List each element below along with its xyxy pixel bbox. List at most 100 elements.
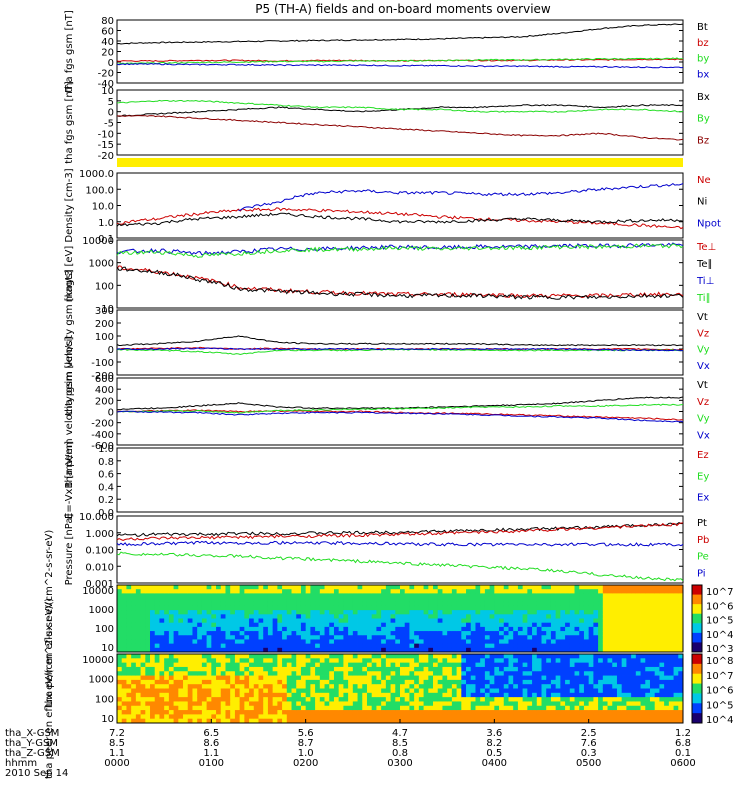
spectrogram-cell	[607, 610, 613, 615]
spectrogram-cell	[579, 675, 585, 681]
legend-entry: Bz	[697, 135, 709, 146]
spectrogram-cell	[664, 714, 670, 720]
spectrogram-cell	[140, 718, 146, 724]
spectrogram-cell	[503, 718, 509, 724]
spectrogram-cell	[234, 622, 241, 628]
spectrogram-cell	[277, 710, 283, 715]
spectrogram-cell	[178, 647, 184, 653]
spectrogram-cell	[451, 710, 457, 715]
spectrogram-cell	[461, 605, 467, 611]
spectrogram-cell	[612, 705, 618, 711]
spectrogram-cell	[305, 675, 311, 681]
spectrogram-cell	[645, 675, 651, 681]
spectrogram-cell	[126, 714, 132, 720]
spectrogram-cell	[348, 714, 354, 720]
spectrogram-cell	[527, 684, 533, 689]
spectrogram-cell	[348, 658, 354, 664]
spectrogram-cell	[173, 622, 179, 628]
spectrogram-cell	[253, 671, 259, 676]
spectrogram-cell	[456, 688, 462, 694]
spectrogram-cell	[668, 697, 674, 702]
spectrogram-cell	[168, 585, 174, 590]
spectrogram-cell	[673, 597, 679, 603]
spectrogram-cell	[291, 684, 297, 689]
spectrogram-cell	[527, 714, 533, 720]
spectrogram-cell	[442, 675, 448, 681]
spectrogram-cell	[565, 601, 571, 607]
spectrogram-cell	[263, 666, 269, 672]
spectrogram-cell	[451, 585, 457, 590]
spectrogram-cell	[640, 593, 646, 598]
spectrogram-cell	[333, 679, 340, 685]
spectrogram-cell	[484, 688, 491, 694]
spectrogram-cell	[461, 697, 467, 702]
spectrogram-cell	[239, 714, 245, 720]
x-row-value: 8.2	[486, 738, 502, 749]
spectrogram-cell	[131, 714, 137, 720]
spectrogram-cell	[286, 635, 292, 640]
spectrogram-cell	[664, 692, 670, 698]
spectrogram-cell	[357, 626, 363, 632]
spectrogram-cell	[263, 589, 269, 594]
spectrogram-cell	[315, 675, 321, 681]
spectrogram-cell	[414, 622, 420, 628]
spectrogram-cell	[593, 662, 599, 668]
spectrogram-cell	[550, 684, 557, 689]
spectrogram-cell	[503, 666, 509, 672]
legend-entry: By	[697, 114, 710, 125]
spectrogram-cell	[362, 671, 368, 676]
spectrogram-cell	[555, 705, 561, 711]
spectrogram-cell	[654, 662, 660, 668]
spectrogram-cell	[612, 692, 618, 698]
spectrogram-cell	[352, 718, 358, 724]
spectrogram-cell	[395, 692, 401, 698]
spectrogram-cell	[480, 688, 486, 694]
spectrogram-cell	[626, 610, 632, 615]
spectrogram-cell	[338, 662, 344, 668]
spectrogram-cell	[381, 647, 387, 653]
spectrogram-cell	[673, 618, 679, 624]
spectrogram-cell	[390, 710, 396, 715]
y-tick-label: 200	[95, 396, 114, 407]
spectrogram-cell	[616, 658, 623, 664]
spectrogram-cell	[489, 593, 495, 598]
spectrogram-cell	[376, 701, 382, 707]
spectrogram-cell	[145, 585, 151, 590]
spectrogram-cell	[263, 684, 269, 689]
spectrogram-cell	[348, 710, 354, 715]
spectrogram-cell	[131, 705, 137, 711]
spectrogram-cell	[583, 666, 590, 672]
spectrogram-cell	[550, 666, 557, 672]
spectrogram-cell	[659, 601, 665, 607]
spectrogram-cell	[550, 658, 557, 664]
spectrogram-cell	[588, 662, 594, 668]
spectrogram-cell	[550, 654, 557, 659]
spectrogram-cell	[569, 666, 575, 672]
spectrogram-cell	[423, 679, 429, 685]
spectrogram-cell	[343, 666, 349, 672]
spectrogram-cell	[348, 614, 354, 619]
spectrogram-cell	[593, 679, 599, 685]
spectrogram-cell	[385, 658, 391, 664]
spectrogram-cell	[555, 692, 561, 698]
spectrogram-cell	[508, 666, 514, 672]
spectrogram-cell	[282, 701, 288, 707]
spectrogram-cell	[216, 635, 222, 640]
spectrogram-cell	[466, 679, 472, 685]
spectrogram-cell	[607, 647, 613, 653]
spectrogram-cell	[126, 679, 132, 685]
spectrogram-cell	[362, 622, 368, 628]
spectrogram-cell	[400, 654, 406, 659]
spectrogram-cell	[145, 622, 151, 628]
spectrogram-cell	[159, 605, 165, 611]
spectrogram-cell	[390, 692, 396, 698]
spectrogram-cell	[621, 605, 627, 611]
spectrogram-cell	[366, 654, 373, 659]
spectrogram-cell	[145, 626, 151, 632]
spectrogram-cell	[550, 671, 557, 676]
spectrogram-cell	[300, 697, 307, 702]
spectrogram-cell	[602, 635, 608, 640]
spectrogram-cell	[220, 635, 226, 640]
spectrogram-cell	[296, 605, 302, 611]
